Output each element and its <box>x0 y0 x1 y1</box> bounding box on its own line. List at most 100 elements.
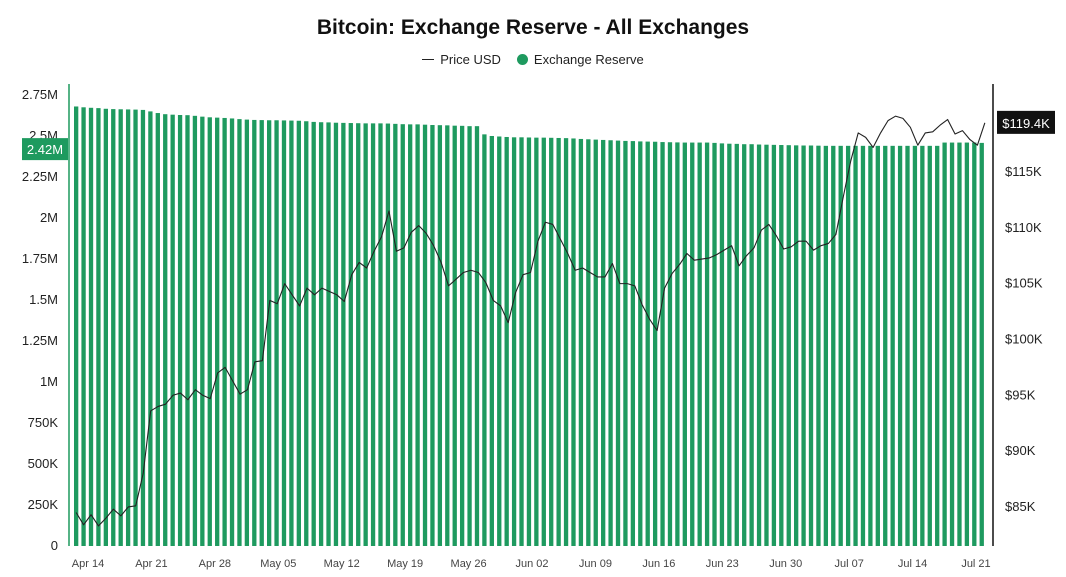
reserve-bar <box>326 122 331 546</box>
x-axis-tick-label: May 19 <box>387 558 423 570</box>
reserve-bar <box>341 122 346 546</box>
reserve-bar <box>378 123 383 547</box>
reserve-bar <box>437 125 443 547</box>
price-line-swatch-icon <box>422 59 435 60</box>
reserve-bar <box>88 107 94 546</box>
reserve-bar <box>474 126 480 546</box>
reserve-bar <box>333 122 339 546</box>
reserve-bar <box>816 145 821 546</box>
reserve-bar <box>942 142 947 546</box>
left-axis-tick-label: 2M <box>40 210 58 225</box>
reserve-bar <box>727 143 732 546</box>
x-axis-tick-label: Jul 21 <box>961 558 990 570</box>
reserve-bar <box>868 145 873 546</box>
left-current-value-badge <box>22 138 68 161</box>
reserve-bar <box>207 117 212 547</box>
x-axis-tick-label: Jun 23 <box>706 558 739 570</box>
x-axis-tick-label: May 26 <box>451 558 487 570</box>
legend-label-reserve: Exchange Reserve <box>533 52 644 67</box>
reserve-bar <box>853 145 858 546</box>
reserve-bar <box>601 139 606 546</box>
reserve-bar <box>890 145 895 546</box>
reserve-bar <box>897 145 903 546</box>
reserve-bar <box>497 136 502 547</box>
reserve-bar <box>385 123 391 546</box>
reserve-bar <box>638 141 643 546</box>
reserve-bar <box>430 125 435 546</box>
reserve-bar <box>318 122 324 546</box>
left-axis-tick-label: 2.75M <box>22 87 58 102</box>
right-axis-tick-label: $100K <box>1005 331 1043 346</box>
reserve-bar <box>118 109 123 547</box>
x-axis-tick-label: May 05 <box>260 558 296 570</box>
right-current-value-label: $119.4K <box>1002 116 1050 131</box>
reserve-bar <box>675 142 680 546</box>
reserve-bar <box>794 145 799 546</box>
left-axis-tick-label: 750K <box>28 415 59 430</box>
x-axis-tick-label: Jun 09 <box>579 558 612 570</box>
right-axis-tick-label: $110K <box>1005 220 1042 235</box>
reserve-bar <box>289 120 294 546</box>
reserve-bar <box>133 109 138 546</box>
reserve-bar <box>163 114 168 546</box>
reserve-bar <box>177 115 183 546</box>
left-axis-tick-label: 500K <box>28 456 59 471</box>
reserve-bar <box>571 138 576 546</box>
reserve-bar <box>363 123 368 547</box>
reserve-bar <box>690 142 695 546</box>
left-axis-tick-label: 1.5M <box>29 292 58 307</box>
price-line <box>75 115 986 527</box>
reserve-bar <box>972 142 977 546</box>
reserve-bar <box>652 141 658 547</box>
reserve-bar <box>823 145 829 546</box>
reserve-bar <box>630 141 636 546</box>
reserve-bar <box>801 145 806 546</box>
x-axis-tick-label: Jun 02 <box>515 558 548 570</box>
reserve-bar <box>408 124 413 547</box>
reserve-bar <box>266 120 272 546</box>
reserve-bar <box>660 142 665 546</box>
x-axis-tick-label: Jun 30 <box>769 558 802 570</box>
reserve-bar <box>756 144 762 546</box>
reserve-dot-swatch-icon <box>516 54 528 65</box>
reserve-bar <box>541 137 546 546</box>
reserve-bar <box>534 137 539 546</box>
reserve-bar <box>244 119 250 546</box>
reserve-bar <box>125 109 131 547</box>
reserve-bar <box>140 109 146 547</box>
reserve-bar <box>712 142 717 546</box>
left-current-value-label: 2.42M <box>27 142 63 157</box>
x-axis-tick-label: Jul 14 <box>898 558 927 570</box>
reserve-bar <box>935 145 940 546</box>
legend-item-reserve[interactable]: Exchange Reserve <box>516 52 644 67</box>
right-axis-tick-label: $90K <box>1005 443 1036 458</box>
reserve-bar <box>556 137 561 546</box>
reserve-bar <box>667 142 673 547</box>
reserve-bar <box>489 136 494 546</box>
legend-item-price[interactable]: Price USD <box>422 52 501 67</box>
reserve-bar <box>549 137 554 547</box>
reserve-bar <box>749 144 754 546</box>
reserve-bar <box>697 142 702 546</box>
reserve-bar <box>608 140 613 546</box>
legend-label-price: Price USD <box>440 52 501 67</box>
reserve-bar <box>304 121 309 547</box>
chart-title: Bitcoin: Exchange Reserve - All Exchange… <box>316 16 750 39</box>
x-axis-tick-label: May 12 <box>324 558 360 570</box>
reserve-bar <box>192 115 198 546</box>
reserve-bar <box>786 145 791 546</box>
right-current-value-badge <box>997 110 1055 134</box>
left-axis-tick-label: 1M <box>40 374 58 389</box>
chart-legend: Price USD Exchange Reserve <box>0 52 1066 67</box>
reserve-bar <box>281 120 287 547</box>
reserve-bar <box>311 121 316 547</box>
reserve-bar <box>452 125 457 547</box>
reserve-bar <box>504 136 509 547</box>
reserve-bar <box>511 137 517 546</box>
reserve-bar <box>74 106 79 546</box>
reserve-bar <box>838 145 843 546</box>
reserve-bar <box>615 140 621 546</box>
left-axis-tick-label: 1.25M <box>22 333 58 348</box>
x-axis-tick-label: Apr 14 <box>72 558 104 570</box>
reserve-bar <box>957 142 962 546</box>
